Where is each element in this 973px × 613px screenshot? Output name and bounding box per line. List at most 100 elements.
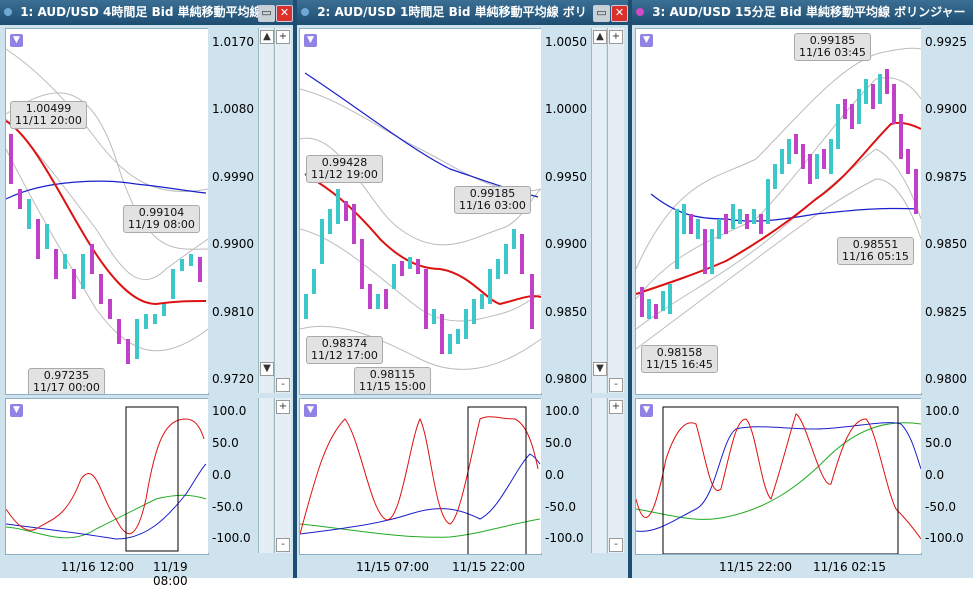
scroll-down-icon[interactable]: ▼ bbox=[593, 362, 607, 376]
zoom-bar-2[interactable]: + - bbox=[607, 28, 624, 393]
callout-price: 0.98115 bbox=[369, 368, 416, 381]
pane-divider[interactable] bbox=[628, 0, 632, 578]
price-tick: 1.0000 bbox=[545, 102, 587, 116]
callout-price: 0.98374 bbox=[321, 337, 368, 350]
callout-price: 0.99185 bbox=[809, 34, 856, 47]
oscillator-chart-1[interactable]: ▼ bbox=[5, 398, 209, 555]
zoom-in-button[interactable]: + bbox=[276, 400, 290, 414]
minimize-icon[interactable]: ▭ bbox=[593, 5, 610, 22]
oscillator-menu-icon[interactable]: ▼ bbox=[10, 404, 23, 417]
osc-tick: 50.0 bbox=[545, 436, 572, 450]
pane-2-titlebar[interactable]: 2: AUD/USD 1時間足 Bid 単純移動平均線 ボリ ▭ ✕ bbox=[297, 0, 628, 25]
time-axis-3: 11/15 22:00 11/16 02:15 bbox=[635, 556, 920, 578]
price-axis-1: 1.0170 1.0080 0.9990 0.9900 0.9810 0.972… bbox=[208, 28, 256, 393]
oscillator-menu-icon[interactable]: ▼ bbox=[304, 404, 317, 417]
price-axis-2: 1.0050 1.0000 0.9950 0.9900 0.9850 0.980… bbox=[541, 28, 589, 393]
chart-menu-icon[interactable]: ▼ bbox=[640, 34, 653, 47]
zoom-in-button[interactable]: + bbox=[609, 30, 623, 44]
callout-time: 11/16 03:45 bbox=[799, 46, 866, 59]
zoom-bar-1[interactable]: + - bbox=[274, 28, 291, 393]
price-callout: 0.98374 11/12 17:00 bbox=[306, 336, 383, 364]
zoom-out-button[interactable]: - bbox=[276, 538, 290, 552]
oscillator-menu-icon[interactable]: ▼ bbox=[640, 404, 653, 417]
price-chart-1-svg bbox=[6, 48, 208, 364]
pane-2-status-icon bbox=[301, 8, 309, 16]
callout-price: 1.00499 bbox=[25, 102, 72, 115]
price-tick: 0.9950 bbox=[545, 170, 587, 184]
oscillator-chart-3[interactable]: ▼ bbox=[635, 398, 922, 555]
zoom-out-button[interactable]: - bbox=[276, 378, 290, 392]
zoom-in-button[interactable]: + bbox=[609, 400, 623, 414]
oscillator-axis-3: 100.0 50.0 0.0 -50.0 -100.0 bbox=[921, 398, 973, 553]
callout-time: 11/16 03:00 bbox=[459, 199, 526, 212]
callout-price: 0.98158 bbox=[656, 346, 703, 359]
osc-zoom-bar-1[interactable]: + - bbox=[274, 398, 291, 553]
price-axis-3: 0.9925 0.9900 0.9875 0.9850 0.9825 0.980… bbox=[921, 28, 973, 393]
chart-pane-1: 1: AUD/USD 4時間足 Bid 単純移動平均線 ▭ ✕ bbox=[0, 0, 293, 588]
scroll-up-icon[interactable]: ▲ bbox=[593, 30, 607, 44]
osc-tick: -50.0 bbox=[545, 500, 577, 514]
price-tick: 0.9720 bbox=[212, 372, 254, 386]
scroll-down-icon[interactable]: ▼ bbox=[260, 362, 274, 376]
time-axis-1: 11/16 12:00 11/19 08:00 bbox=[5, 556, 207, 588]
candles-1 bbox=[9, 134, 202, 364]
oscillator-axis-2: 100.0 50.0 0.0 -50.0 -100.0 bbox=[541, 398, 589, 553]
price-callout: 0.99185 11/16 03:00 bbox=[454, 186, 531, 214]
time-tick: 11/16 12:00 bbox=[61, 560, 134, 574]
price-tick: 0.9925 bbox=[925, 35, 967, 49]
price-tick: 0.9900 bbox=[212, 237, 254, 251]
callout-price: 0.99428 bbox=[321, 156, 368, 169]
price-callout: 0.98115 11/15 15:00 bbox=[354, 367, 431, 394]
close-icon[interactable]: ✕ bbox=[611, 5, 628, 22]
osc-tick: -50.0 bbox=[212, 500, 244, 514]
zoom-out-button[interactable]: - bbox=[609, 538, 623, 552]
chart-menu-icon[interactable]: ▼ bbox=[304, 34, 317, 47]
pane-3-status-icon bbox=[636, 8, 644, 16]
price-chart-3[interactable]: ▼ 0.99185 11/16 03:45 0.98551 11/16 05:1… bbox=[635, 28, 922, 395]
oscillator-svg-2 bbox=[300, 406, 541, 554]
pane-1-title: 1: AUD/USD 4時間足 Bid 単純移動平均線 bbox=[20, 5, 262, 19]
zoom-out-button[interactable]: - bbox=[609, 378, 623, 392]
price-chart-2-svg bbox=[300, 72, 541, 370]
callout-time: 11/12 19:00 bbox=[311, 168, 378, 181]
zoom-scrollbar-1[interactable]: ▲ ▼ bbox=[258, 28, 274, 393]
zoom-scrollbar-2[interactable]: ▲ ▼ bbox=[591, 28, 607, 393]
price-tick: 1.0050 bbox=[545, 35, 587, 49]
callout-price: 0.99185 bbox=[469, 187, 516, 200]
osc-tick: 100.0 bbox=[212, 404, 247, 418]
zoom-in-button[interactable]: + bbox=[276, 30, 290, 44]
pane-1-titlebar[interactable]: 1: AUD/USD 4時間足 Bid 単純移動平均線 ▭ ✕ bbox=[0, 0, 293, 25]
oscillator-svg-3 bbox=[636, 406, 921, 554]
callout-time: 11/16 05:15 bbox=[842, 250, 909, 263]
osc-scrollbar-2[interactable] bbox=[591, 398, 606, 553]
scroll-up-icon[interactable]: ▲ bbox=[260, 30, 274, 44]
close-icon[interactable]: ✕ bbox=[276, 5, 293, 22]
time-tick: 11/15 22:00 bbox=[719, 560, 792, 574]
price-callout: 0.98158 11/15 16:45 bbox=[641, 345, 718, 373]
osc-tick: 0.0 bbox=[212, 468, 232, 482]
callout-time: 11/17 00:00 bbox=[33, 381, 100, 394]
callout-price: 0.98551 bbox=[852, 238, 899, 251]
time-tick: 11/16 02:15 bbox=[813, 560, 886, 574]
price-chart-2[interactable]: ▼ 0.99428 11/12 19:00 0.99185 11/16 03:0… bbox=[299, 28, 542, 395]
price-tick: 0.9850 bbox=[545, 305, 587, 319]
price-tick: 0.9875 bbox=[925, 170, 967, 184]
pane-3-titlebar[interactable]: 3: AUD/USD 15分足 Bid 単純移動平均線 ボリンジャー bbox=[632, 0, 973, 25]
osc-tick: 50.0 bbox=[212, 436, 239, 450]
chart-menu-icon[interactable]: ▼ bbox=[10, 34, 23, 47]
price-callout: 0.97235 11/17 00:00 bbox=[28, 368, 105, 394]
oscillator-chart-2[interactable]: ▼ bbox=[299, 398, 542, 555]
callout-time: 11/11 20:00 bbox=[15, 114, 82, 127]
osc-zoom-bar-2[interactable]: + - bbox=[607, 398, 624, 553]
osc-tick: -100.0 bbox=[545, 531, 584, 545]
candles-3 bbox=[640, 69, 918, 319]
osc-scrollbar-1[interactable] bbox=[258, 398, 273, 553]
price-chart-1[interactable]: ▼ 1.00499 11/11 20:00 0.99104 11/19 08:0… bbox=[5, 28, 209, 395]
chart-pane-3: 3: AUD/USD 15分足 Bid 単純移動平均線 ボリンジャー bbox=[632, 0, 973, 578]
pane-2-title: 2: AUD/USD 1時間足 Bid 単純移動平均線 ボリ bbox=[317, 5, 587, 19]
pane-divider[interactable] bbox=[293, 0, 297, 578]
price-callout: 1.00499 11/11 20:00 bbox=[10, 101, 87, 129]
price-tick: 0.9800 bbox=[925, 372, 967, 386]
minimize-icon[interactable]: ▭ bbox=[258, 5, 275, 22]
osc-tick: 0.0 bbox=[545, 468, 565, 482]
